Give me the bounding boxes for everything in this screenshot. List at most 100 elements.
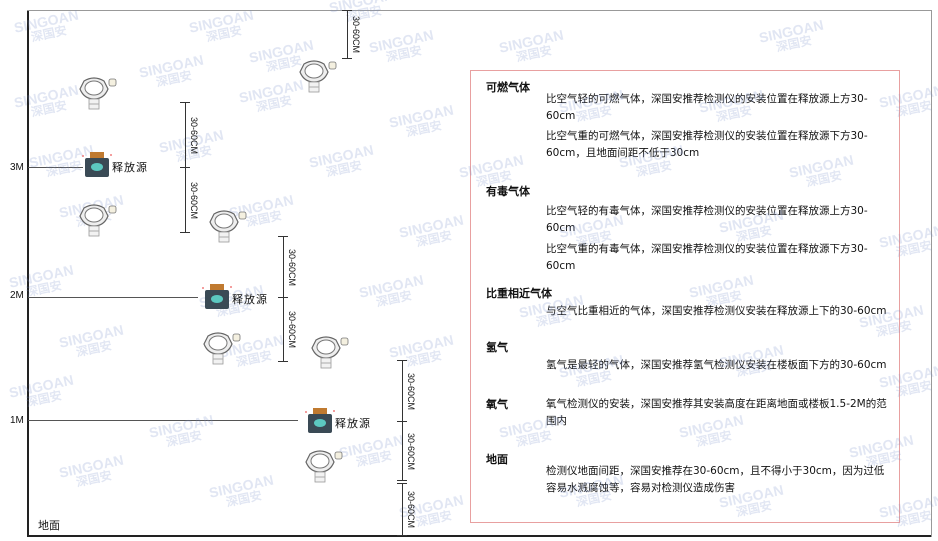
dimension-tick: [180, 232, 190, 233]
level-1m-label: 1M: [10, 415, 24, 426]
watermark-cn: 深国安: [404, 118, 443, 140]
watermark-cn: 深国安: [154, 68, 193, 90]
watermark-cn: 深国安: [164, 428, 203, 450]
right-edge-line: [931, 10, 932, 537]
note-text: 比空气轻的可燃气体，深国安推荐检测仪的安装位置在释放源上方30-60cm: [546, 93, 868, 122]
notes-panel: 可燃气体比空气轻的可燃气体，深国安推荐检测仪的安装位置在释放源上方30-60cm…: [470, 70, 900, 523]
note-title: 可燃气体: [486, 81, 530, 94]
dimension-tick: [397, 421, 407, 422]
dimension-tick: [342, 10, 352, 11]
dimension-label: 30-60CM: [406, 432, 416, 470]
watermark-brand: SINGOAN: [137, 51, 205, 81]
watermark-cn: 深国安: [74, 468, 113, 490]
watermark-brand: SINGOAN: [57, 321, 125, 351]
watermark-cn: 深国安: [344, 3, 383, 25]
level-2m-line: [28, 297, 198, 298]
watermark-cn: 深国安: [74, 338, 113, 360]
watermark-brand: SINGOAN: [397, 211, 465, 241]
dimension-tick: [278, 297, 288, 298]
level-2m-label: 2M: [10, 290, 24, 301]
release-source-icon: [202, 284, 232, 310]
dimension-tick: [342, 58, 352, 59]
watermark-brand: SINGOAN: [757, 16, 825, 46]
dimension-label: 30-60CM: [287, 311, 297, 349]
gas-detector-icon: [202, 330, 242, 366]
note-text: 与空气比重相近的气体，深国安推荐检测仪安装在释放源上下的30-60cm: [546, 305, 887, 317]
watermark-cn: 深国安: [514, 43, 553, 65]
note-text: 比空气轻的有毒气体，深国安推荐检测仪的安装位置在释放源上方30-60cm: [546, 205, 868, 234]
level-1m-line: [28, 420, 298, 421]
gas-detector-icon: [78, 75, 118, 111]
dimension-tick: [278, 236, 288, 237]
note-title: 氧气: [486, 398, 508, 411]
dimension-label: 30-60CM: [406, 372, 416, 410]
release-source-icon: [305, 408, 335, 434]
watermark-brand: SINGOAN: [337, 431, 405, 461]
level-3m-line: [28, 167, 83, 168]
dimension-tick: [180, 167, 190, 168]
watermark-cn: 深国安: [384, 43, 423, 65]
watermark-brand: SINGOAN: [7, 261, 75, 291]
dimension-line: [283, 297, 284, 361]
watermark-brand: SINGOAN: [367, 26, 435, 56]
watermark-brand: SINGOAN: [7, 371, 75, 401]
watermark-cn: 深国安: [204, 23, 243, 45]
watermark-brand: SINGOAN: [207, 471, 275, 501]
watermark-cn: 深国安: [29, 98, 68, 120]
release-source-label: 释放源: [232, 293, 268, 306]
dimension-line: [402, 421, 403, 480]
watermark-brand: SINGOAN: [12, 6, 80, 36]
dimension-tick: [278, 361, 288, 362]
watermark-cn: 深国安: [254, 93, 293, 115]
watermark-brand: SINGOAN: [307, 141, 375, 171]
watermark-brand: SINGOAN: [237, 76, 305, 106]
watermark-cn: 深国安: [224, 488, 263, 510]
dimension-label: 30-60CM: [189, 116, 199, 154]
dimension-tick: [180, 102, 190, 103]
ground-label: 地面: [38, 520, 60, 532]
dimension-tick: [397, 360, 407, 361]
ceiling-line: [27, 10, 932, 11]
release-source-icon: [82, 152, 112, 178]
dimension-tick: [397, 535, 407, 536]
note-title: 比重相近气体: [486, 287, 552, 300]
gas-detector-icon: [78, 202, 118, 238]
watermark-brand: SINGOAN: [357, 271, 425, 301]
watermark-brand: SINGOAN: [497, 26, 565, 56]
dimension-label: 30-60CM: [406, 491, 416, 529]
dimension-tick: [397, 483, 407, 484]
ground-line: [27, 535, 932, 537]
gas-detector-icon: [208, 208, 248, 244]
gas-detector-icon: [298, 58, 338, 94]
gas-detector-icon: [304, 448, 344, 484]
dimension-tick: [397, 480, 407, 481]
watermark-cn: 深国安: [324, 158, 363, 180]
dimension-line: [402, 360, 403, 421]
dimension-label: 30-60CM: [189, 181, 199, 219]
dimension-line: [347, 10, 348, 58]
watermark-brand: SINGOAN: [57, 451, 125, 481]
note-title: 有毒气体: [486, 185, 530, 198]
watermark-cn: 深国安: [354, 448, 393, 470]
dimension-line: [185, 102, 186, 167]
level-3m-label: 3M: [10, 162, 24, 173]
watermark-cn: 深国安: [414, 228, 453, 250]
note-text: 比空气重的可燃气体，深国安推荐检测仪的安装位置在释放源下方30-60cm，且地面…: [546, 130, 868, 159]
note-text: 检测仪地面间距，深国安推荐在30-60cm，且不得小于30cm，因为过低容易水溅…: [546, 465, 885, 494]
watermark-brand: SINGOAN: [387, 331, 455, 361]
